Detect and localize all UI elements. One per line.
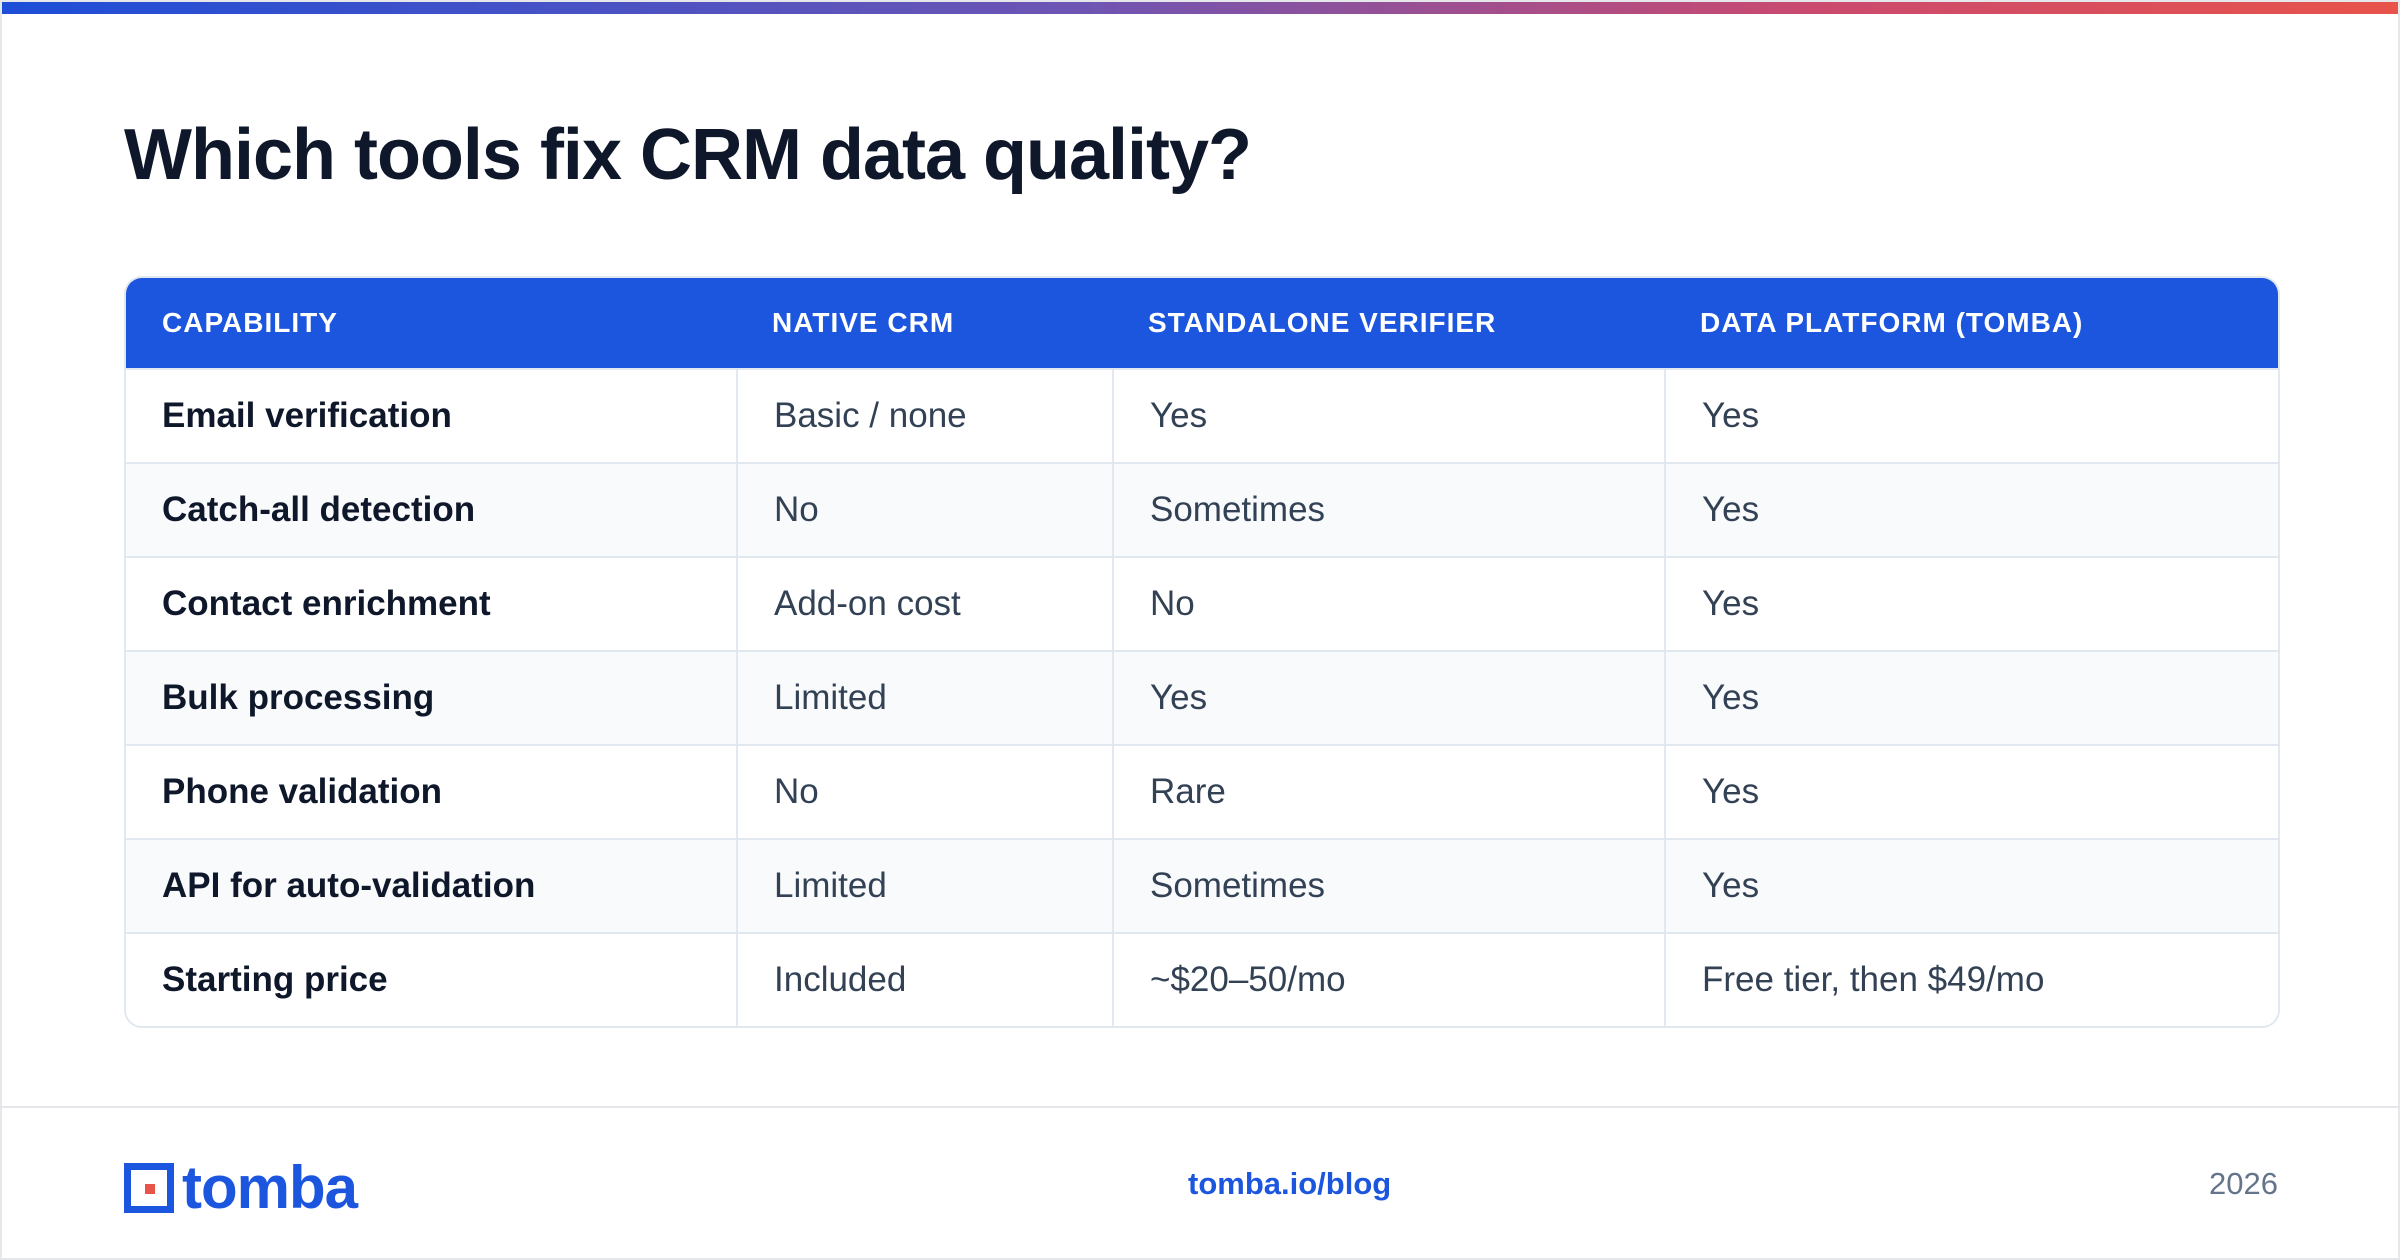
- footer-year: 2026: [2209, 1166, 2278, 1201]
- capability-cell: Contact enrichment: [162, 584, 491, 623]
- page-title: Which tools fix CRM data quality?: [124, 115, 1252, 195]
- standalone-verifier-cell: No: [1112, 558, 1664, 650]
- table-row: Catch-all detection No Sometimes Yes: [126, 462, 2278, 556]
- standalone-verifier-cell: Sometimes: [1112, 464, 1664, 556]
- table-header-row: CAPABILITY NATIVE CRM STANDALONE VERIFIE…: [126, 278, 2278, 368]
- native-crm-cell: Limited: [736, 652, 1112, 744]
- tomba-logo-mark-icon: [124, 1163, 174, 1213]
- standalone-verifier-cell: Yes: [1112, 652, 1664, 744]
- table-row: Email verification Basic / none Yes Yes: [126, 368, 2278, 462]
- native-crm-cell: No: [736, 464, 1112, 556]
- standalone-verifier-cell: Yes: [1112, 370, 1664, 462]
- data-platform-cell: Yes: [1664, 652, 2278, 744]
- capability-cell: API for auto-validation: [162, 866, 536, 905]
- data-platform-cell: Yes: [1664, 558, 2278, 650]
- comparison-table: CAPABILITY NATIVE CRM STANDALONE VERIFIE…: [124, 276, 2280, 1028]
- native-crm-cell: Limited: [736, 840, 1112, 932]
- tomba-logo: tomba: [124, 1154, 358, 1221]
- native-crm-cell: Add-on cost: [736, 558, 1112, 650]
- standalone-verifier-cell: ~$20–50/mo: [1112, 934, 1664, 1026]
- data-platform-cell: Free tier, then $49/mo: [1664, 934, 2278, 1026]
- capability-cell: Phone validation: [162, 772, 443, 811]
- data-platform-cell: Yes: [1664, 746, 2278, 838]
- blog-link[interactable]: tomba.io/blog: [1188, 1166, 1392, 1201]
- header-capability: CAPABILITY: [162, 307, 338, 338]
- native-crm-cell: Included: [736, 934, 1112, 1026]
- table-row: Contact enrichment Add-on cost No Yes: [126, 556, 2278, 650]
- native-crm-cell: No: [736, 746, 1112, 838]
- header-native-crm: NATIVE CRM: [772, 307, 955, 338]
- capability-cell: Catch-all detection: [162, 490, 476, 529]
- native-crm-cell: Basic / none: [736, 370, 1112, 462]
- data-platform-cell: Yes: [1664, 370, 2278, 462]
- data-platform-cell: Yes: [1664, 464, 2278, 556]
- table-row: Bulk processing Limited Yes Yes: [126, 650, 2278, 744]
- gradient-top-bar: [2, 2, 2398, 14]
- table-row: Starting price Included ~$20–50/mo Free …: [126, 932, 2278, 1026]
- table-row: Phone validation No Rare Yes: [126, 744, 2278, 838]
- capability-cell: Email verification: [162, 396, 452, 435]
- capability-cell: Starting price: [162, 960, 388, 999]
- standalone-verifier-cell: Rare: [1112, 746, 1664, 838]
- header-data-platform: DATA PLATFORM (TOMBA): [1700, 307, 2084, 338]
- data-platform-cell: Yes: [1664, 840, 2278, 932]
- footer-divider: [2, 1106, 2398, 1108]
- header-standalone-verifier: STANDALONE VERIFIER: [1148, 307, 1497, 338]
- logo-wordmark: tomba: [182, 1154, 358, 1221]
- standalone-verifier-cell: Sometimes: [1112, 840, 1664, 932]
- table-row: API for auto-validation Limited Sometime…: [126, 838, 2278, 932]
- capability-cell: Bulk processing: [162, 678, 435, 717]
